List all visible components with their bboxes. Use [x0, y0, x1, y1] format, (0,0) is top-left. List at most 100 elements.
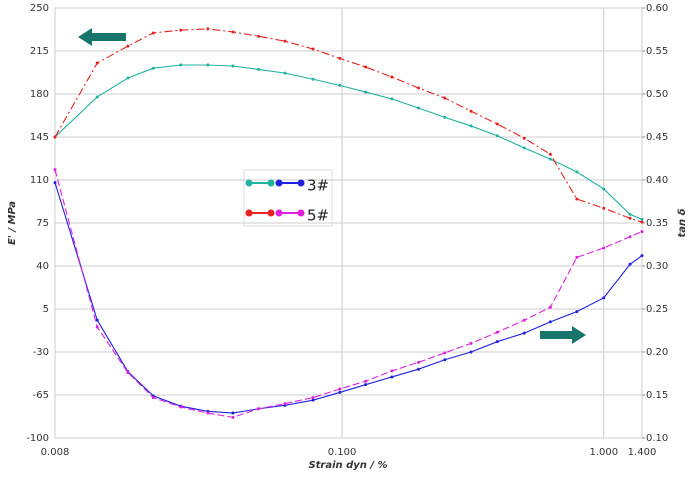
- data-point: [575, 197, 579, 201]
- data-point: [548, 157, 552, 161]
- y-tick-label: 145: [30, 132, 49, 143]
- x-tick-label: 1.000: [589, 447, 618, 458]
- data-point: [575, 310, 579, 314]
- y-tick-label: -30: [33, 347, 49, 358]
- data-point: [151, 31, 155, 35]
- y-tick-label: 180: [30, 89, 49, 100]
- data-point: [469, 341, 473, 345]
- y-tick-label: 250: [30, 3, 49, 14]
- data-point: [390, 97, 394, 101]
- data-point: [338, 83, 342, 87]
- data-point: [311, 396, 315, 400]
- data-point: [522, 136, 526, 140]
- data-point: [628, 212, 632, 216]
- legend-label: 5#: [307, 207, 329, 225]
- legend-marker: [297, 179, 305, 187]
- data-point: [338, 390, 342, 394]
- data-point: [495, 330, 499, 334]
- data-point: [126, 76, 130, 80]
- data-point: [338, 56, 342, 60]
- data-point: [495, 134, 499, 138]
- data-point: [640, 230, 644, 234]
- legend-marker: [297, 209, 305, 217]
- data-point: [283, 402, 287, 406]
- series-line: [54, 169, 643, 418]
- y2-tick-label: 0.30: [646, 261, 668, 272]
- y-axis-title: E' / MPa: [7, 201, 18, 245]
- y-tick-label: 5: [43, 304, 49, 315]
- data-point: [206, 63, 210, 67]
- legend-marker: [267, 179, 275, 187]
- y2-tick-label: 0.10: [646, 433, 668, 444]
- data-point: [602, 296, 606, 300]
- y-tick-label: -100: [26, 433, 49, 444]
- data-point: [575, 255, 579, 259]
- legend-marker: [275, 209, 283, 217]
- y2-tick-label: 0.45: [646, 132, 668, 143]
- legend-marker: [245, 179, 253, 187]
- data-point: [95, 318, 99, 322]
- data-point: [522, 331, 526, 335]
- data-point: [151, 66, 155, 70]
- data-point: [95, 95, 99, 99]
- data-point: [443, 351, 447, 355]
- y2-tick-label: 0.40: [646, 175, 668, 186]
- data-point: [53, 135, 57, 139]
- data-point: [602, 246, 606, 250]
- series-line: [54, 182, 643, 414]
- y2-tick-label: 0.35: [646, 218, 668, 229]
- data-point: [575, 170, 579, 174]
- data-point: [231, 415, 235, 419]
- data-point: [495, 122, 499, 126]
- data-point: [95, 61, 99, 65]
- data-point: [602, 187, 606, 191]
- data-point: [443, 96, 447, 100]
- series-line: [54, 64, 643, 220]
- data-point: [628, 216, 632, 220]
- y2-tick-label: 0.55: [646, 46, 668, 57]
- y-tick-label: 110: [30, 175, 49, 186]
- data-point: [602, 206, 606, 210]
- data-point: [257, 407, 261, 411]
- y2-tick-label: 0.60: [646, 3, 668, 14]
- data-point: [548, 152, 552, 156]
- y-tick-label: 40: [36, 261, 49, 272]
- data-point: [179, 405, 183, 409]
- y-tick-label: -65: [33, 390, 49, 401]
- x-tick-label: 1.400: [628, 447, 657, 458]
- data-point: [640, 254, 644, 258]
- data-point: [390, 375, 394, 379]
- data-point: [364, 379, 368, 383]
- data-point: [628, 235, 632, 239]
- left-arrow: [78, 28, 126, 46]
- data-point: [257, 67, 261, 71]
- data-point: [231, 411, 235, 415]
- data-point: [417, 106, 421, 110]
- data-point: [417, 86, 421, 90]
- data-point: [417, 367, 421, 371]
- data-point: [257, 34, 261, 38]
- data-point: [469, 109, 473, 113]
- x-axis-title: Strain dyn / %: [308, 460, 387, 471]
- data-point: [548, 320, 552, 324]
- data-point: [628, 262, 632, 266]
- data-point: [311, 47, 315, 51]
- data-point: [364, 65, 368, 69]
- legend-label: 3#: [307, 177, 329, 195]
- legend-marker: [275, 179, 283, 187]
- data-point: [390, 75, 394, 79]
- data-point: [283, 71, 287, 75]
- data-point: [364, 90, 368, 94]
- data-point: [522, 146, 526, 150]
- data-point: [311, 77, 315, 81]
- right-arrow: [540, 326, 586, 344]
- data-point: [95, 325, 99, 329]
- legend-marker: [245, 209, 253, 217]
- data-point: [231, 30, 235, 34]
- data-point: [206, 27, 210, 31]
- data-point: [53, 181, 57, 185]
- x-tick-label: 0.100: [328, 447, 357, 458]
- data-point: [469, 124, 473, 128]
- series-line: [54, 28, 643, 223]
- data-point: [126, 371, 130, 375]
